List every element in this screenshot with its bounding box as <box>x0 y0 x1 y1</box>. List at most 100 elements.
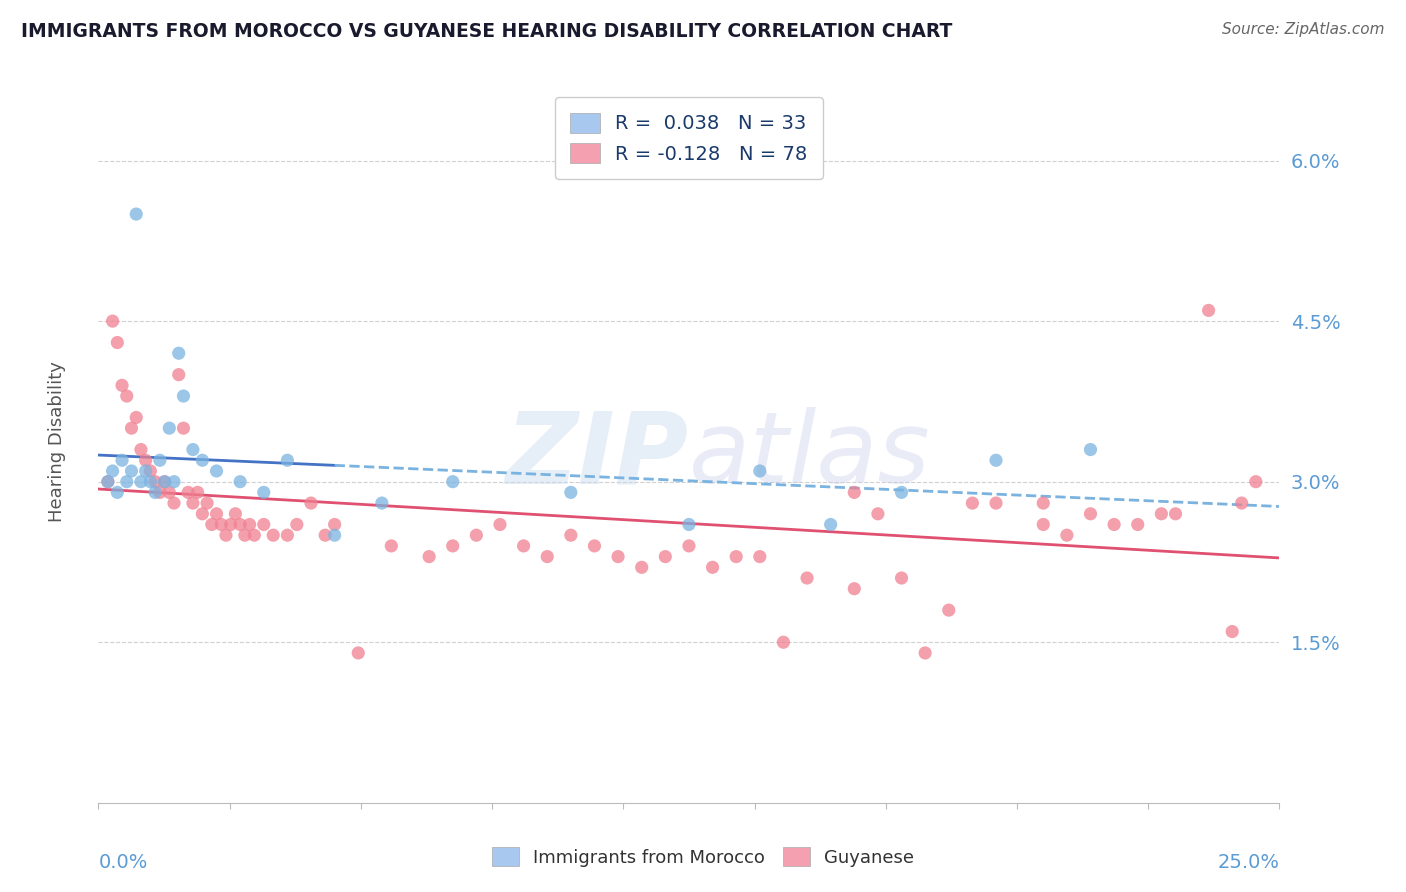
Point <box>121 421 143 435</box>
Point <box>191 507 214 521</box>
Point <box>962 496 984 510</box>
Point <box>209 517 232 532</box>
Point <box>262 528 284 542</box>
Point <box>115 475 138 489</box>
Point <box>1032 496 1054 510</box>
Point <box>560 485 582 500</box>
Point <box>1150 507 1173 521</box>
Point <box>139 464 162 478</box>
Point <box>1126 517 1149 532</box>
Point <box>1032 517 1054 532</box>
Point <box>1220 624 1243 639</box>
Point <box>181 442 204 457</box>
Point <box>101 464 124 478</box>
Point <box>195 496 218 510</box>
Point <box>219 517 242 532</box>
Point <box>796 571 818 585</box>
Point <box>725 549 748 564</box>
Point <box>172 421 194 435</box>
Point <box>224 507 246 521</box>
Legend: R =  0.038   N = 33, R = -0.128   N = 78: R = 0.038 N = 33, R = -0.128 N = 78 <box>555 97 823 179</box>
Point <box>191 453 214 467</box>
Point <box>201 517 224 532</box>
Point <box>172 389 194 403</box>
Point <box>299 496 322 510</box>
Point <box>583 539 606 553</box>
Point <box>489 517 512 532</box>
Point <box>607 549 630 564</box>
Legend: Immigrants from Morocco, Guyanese: Immigrants from Morocco, Guyanese <box>484 840 922 874</box>
Point <box>276 453 298 467</box>
Point <box>371 496 394 510</box>
Point <box>157 421 180 435</box>
Point <box>143 485 166 500</box>
Point <box>177 485 200 500</box>
Text: IMMIGRANTS FROM MOROCCO VS GUYANESE HEARING DISABILITY CORRELATION CHART: IMMIGRANTS FROM MOROCCO VS GUYANESE HEAR… <box>21 22 952 41</box>
Point <box>125 410 148 425</box>
Point <box>115 389 138 403</box>
Point <box>1198 303 1220 318</box>
Point <box>129 475 152 489</box>
Point <box>702 560 724 574</box>
Point <box>125 207 148 221</box>
Point <box>105 335 128 350</box>
Point <box>820 517 842 532</box>
Point <box>163 496 186 510</box>
Point <box>239 517 262 532</box>
Point <box>153 475 176 489</box>
Point <box>866 507 889 521</box>
Point <box>229 517 252 532</box>
Text: 25.0%: 25.0% <box>1218 854 1279 872</box>
Point <box>139 475 162 489</box>
Point <box>536 549 558 564</box>
Point <box>380 539 402 553</box>
Point <box>323 517 346 532</box>
Point <box>1244 475 1267 489</box>
Point <box>187 485 209 500</box>
Point <box>105 485 128 500</box>
Point <box>418 549 440 564</box>
Point <box>135 464 157 478</box>
Point <box>243 528 266 542</box>
Point <box>465 528 488 542</box>
Point <box>678 517 700 532</box>
Point <box>167 368 190 382</box>
Point <box>157 485 180 500</box>
Point <box>149 485 172 500</box>
Point <box>1080 442 1102 457</box>
Text: Hearing Disability: Hearing Disability <box>48 361 66 522</box>
Point <box>97 475 120 489</box>
Point <box>135 453 157 467</box>
Point <box>984 496 1007 510</box>
Point <box>323 528 346 542</box>
Point <box>149 453 172 467</box>
Text: atlas: atlas <box>689 408 931 505</box>
Point <box>1164 507 1187 521</box>
Text: ZIP: ZIP <box>506 408 689 505</box>
Point <box>654 549 676 564</box>
Point <box>167 346 190 360</box>
Point <box>229 475 252 489</box>
Point <box>276 528 298 542</box>
Point <box>285 517 308 532</box>
Point <box>253 485 276 500</box>
Point <box>678 539 700 553</box>
Point <box>347 646 370 660</box>
Point <box>111 453 134 467</box>
Point <box>163 475 186 489</box>
Point <box>101 314 124 328</box>
Point <box>1230 496 1253 510</box>
Point <box>560 528 582 542</box>
Point <box>772 635 794 649</box>
Point <box>890 485 912 500</box>
Point <box>233 528 256 542</box>
Point <box>111 378 134 392</box>
Point <box>253 517 276 532</box>
Point <box>984 453 1007 467</box>
Point <box>181 496 204 510</box>
Point <box>153 475 176 489</box>
Point <box>215 528 238 542</box>
Point <box>938 603 960 617</box>
Point <box>1056 528 1078 542</box>
Point <box>97 475 120 489</box>
